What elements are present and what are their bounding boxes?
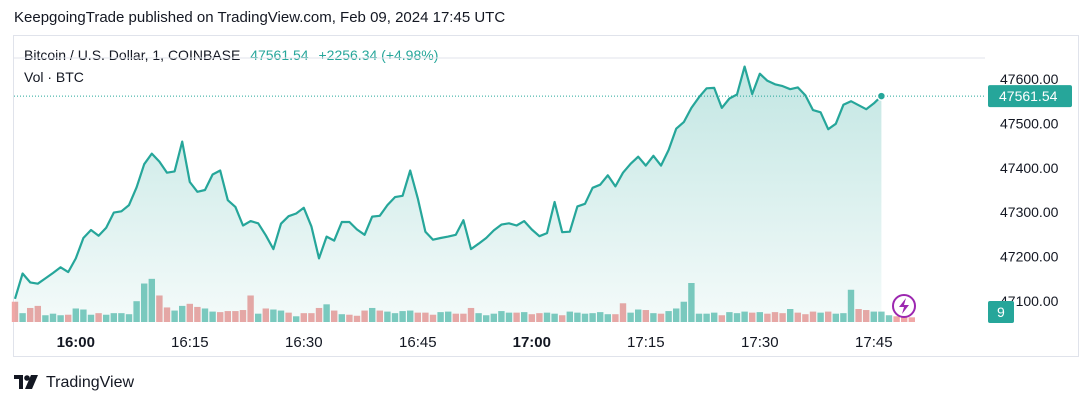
y-tick-label: 47600.00 [1000, 71, 1059, 87]
last-price-tag-label: 47561.54 [999, 88, 1058, 104]
x-tick-label: 16:00 [57, 334, 95, 351]
symbol-legend[interactable]: Bitcoin / U.S. Dollar, 1, COINBASE 47561… [24, 47, 438, 63]
tradingview-logo[interactable]: TradingView [14, 374, 134, 392]
volume-bar [885, 315, 893, 322]
volume-bar [901, 314, 908, 322]
x-tick-label: 17:00 [513, 334, 551, 351]
price-line [13, 65, 883, 300]
x-tick-label: 17:45 [855, 334, 893, 351]
price-change: +2256.34 (+4.98%) [318, 47, 439, 63]
x-tick-label: 17:30 [741, 334, 779, 351]
symbol-name[interactable]: Bitcoin / U.S. Dollar, 1, COINBASE [24, 47, 241, 63]
last-price-tag [988, 85, 1072, 108]
x-tick-label: 17:15 [627, 334, 665, 351]
y-tick-label: 47100.00 [1000, 293, 1059, 309]
price-area-fill [15, 66, 882, 322]
last-price-dot [876, 91, 887, 101]
volume-tag [988, 301, 1014, 323]
y-tick-label: 47500.00 [1000, 115, 1059, 131]
volume-bar [893, 316, 900, 322]
x-tick-label: 16:15 [171, 334, 209, 351]
volume-tag-label: 9 [997, 304, 1005, 320]
tradingview-brand: TradingView [46, 374, 135, 391]
volume-bar [908, 317, 915, 322]
y-tick-label: 47200.00 [1000, 249, 1059, 265]
y-tick-label: 47400.00 [1000, 160, 1059, 176]
published-caption: KeepgoingTrade published on TradingView.… [14, 9, 506, 26]
tradingview-logo-icon [14, 375, 38, 389]
x-tick-label: 16:30 [285, 334, 323, 351]
lightning-icon-bolt [899, 298, 909, 314]
y-tick-label: 47300.00 [1000, 204, 1059, 220]
volume-legend[interactable]: Vol · BTC [24, 69, 84, 85]
chart-frame[interactable] [13, 35, 1079, 357]
x-tick-label: 16:45 [399, 334, 437, 351]
last-price-value: 47561.54 [250, 47, 309, 63]
